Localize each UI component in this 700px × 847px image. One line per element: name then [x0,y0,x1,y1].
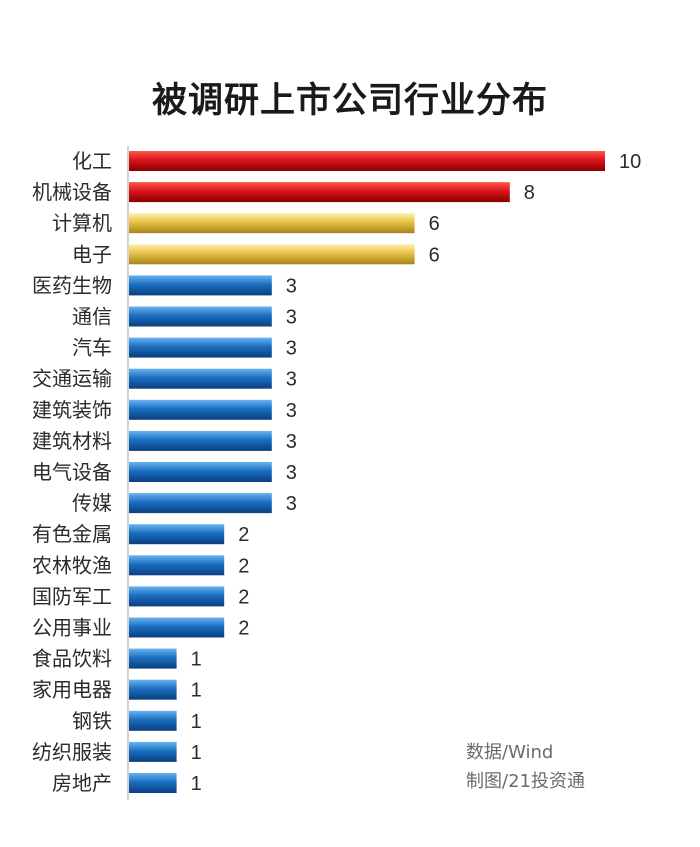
category-label: 农林牧渔 [32,553,112,577]
bar [129,617,225,638]
value-label: 2 [238,618,249,640]
category-label: 汽车 [72,336,112,360]
category-label: 医药生物 [32,273,112,297]
value-label: 1 [191,680,202,702]
value-label: 3 [286,369,297,391]
category-label: 建筑材料 [32,429,112,453]
category-label: 机械设备 [32,180,112,204]
graphic-credit: 制图/21投资通 [466,771,585,792]
category-label: 计算机 [52,211,112,235]
category-label: 传媒 [72,491,112,515]
category-label: 国防军工 [32,584,112,608]
value-label: 3 [286,338,297,360]
value-label: 2 [238,524,249,546]
value-label: 1 [191,773,202,795]
bar [129,151,605,171]
bar [129,306,272,327]
category-label: 食品饮料 [32,647,112,671]
value-label: 1 [191,742,202,764]
value-label: 3 [286,462,297,484]
bar [129,368,272,389]
bar [129,182,510,203]
value-label: 3 [286,493,297,515]
value-label: 3 [286,307,297,329]
bar [129,741,177,762]
bars-group: 化工 10 机械设备 8 计算机 6 电子 6 医药生物 3 通信 3 汽车 3 交通运输 3 建筑装饰 3 建筑材… [32,149,641,795]
value-label: 6 [429,213,440,235]
bar [129,275,272,296]
category-label: 纺织服装 [32,740,112,764]
bar [129,244,415,265]
value-label: 8 [524,182,535,204]
category-label: 公用事业 [32,616,112,640]
category-label: 建筑装饰 [32,398,112,422]
bar [129,462,272,482]
value-label: 2 [238,586,249,608]
value-label: 3 [286,431,297,453]
bar [129,430,272,451]
source-credit: 数据/Wind [466,742,554,763]
value-label: 1 [191,711,202,733]
bar [129,773,177,793]
value-label: 2 [238,555,249,577]
category-label: 电子 [72,242,112,266]
category-label: 交通运输 [32,367,112,391]
value-label: 1 [191,649,202,671]
category-label: 化工 [72,149,112,173]
bar [129,524,225,545]
category-label: 通信 [72,305,112,329]
bar [129,679,177,700]
value-label: 3 [286,275,297,297]
bar [129,213,415,234]
bar [129,555,225,576]
bar [129,710,177,731]
category-label: 有色金属 [32,522,112,546]
category-label: 家用电器 [32,678,112,702]
category-label: 房地产 [52,771,112,795]
category-label: 钢铁 [72,709,112,733]
chart-title: 被调研上市公司行业分布 [151,81,548,121]
bar [129,648,177,669]
value-label: 6 [429,244,440,266]
bar [129,493,272,514]
bar [129,337,272,358]
category-label: 电气设备 [32,460,112,484]
value-label: 10 [619,151,641,173]
bar [129,586,225,607]
bar [129,399,272,420]
value-label: 3 [286,400,297,422]
